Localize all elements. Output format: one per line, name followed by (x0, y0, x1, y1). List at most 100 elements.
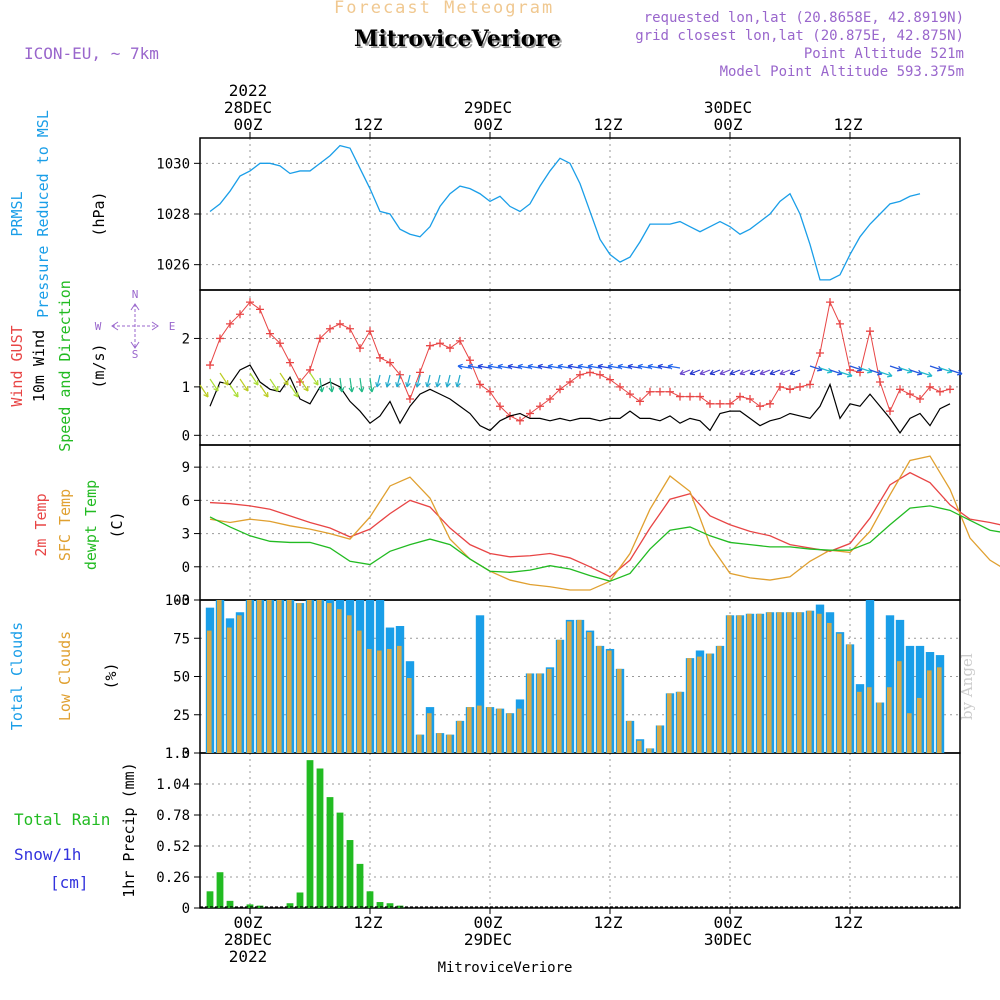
wind-arrow (517, 365, 531, 369)
wind-arrow-head (358, 387, 365, 393)
low-cloud-bar (287, 600, 292, 753)
wind-arrow-head (328, 387, 335, 393)
wind-arrow-head (587, 363, 593, 370)
wind-arrow (359, 377, 363, 393)
low-cloud-bar (837, 633, 842, 753)
wind-arrow-head (617, 363, 623, 370)
wind-arrow-head (779, 369, 786, 376)
low-cloud-bar (447, 734, 452, 753)
low-cloud-bar (497, 708, 502, 753)
low-cloud-bar (227, 627, 232, 753)
compass-arrowheads (111, 303, 159, 349)
gust-marker (276, 339, 284, 348)
rain-bar (366, 891, 374, 908)
y-tick-label: 1028 (156, 207, 190, 223)
gust-marker (406, 394, 414, 403)
y-tick-label: 9 (182, 460, 190, 476)
low-cloud-bar (437, 733, 442, 753)
wind-arrow (617, 365, 631, 369)
y-tick-label: 0 (182, 428, 190, 444)
y-tick-label: 100 (165, 593, 190, 609)
wind-arrow (909, 369, 923, 375)
rain-bar (346, 840, 354, 908)
low-cloud-bar (647, 748, 652, 753)
low-cloud-bar (607, 650, 612, 753)
closest-coords: grid closest lon,lat (20.875E, 42.875N) (635, 28, 964, 44)
wind-arrow-head (926, 371, 933, 378)
pressure-axis-label: Pressure Reduced to MSL (34, 110, 52, 318)
wind-arrow (329, 377, 333, 393)
wind-arrow (426, 374, 431, 388)
wind-arrow (949, 369, 963, 375)
rain-bar (356, 863, 364, 908)
wind-arrow (547, 365, 561, 369)
pressure-axis-label: (hPa) (90, 191, 108, 236)
rain-bar (296, 892, 304, 908)
wind-speed-line (209, 364, 951, 434)
gust-marker (426, 341, 434, 350)
low-cloud-bar (577, 619, 582, 753)
wind-arrow (889, 365, 903, 371)
gust-marker (736, 392, 744, 401)
rain-bar (336, 812, 344, 908)
low-cloud-bar (367, 648, 372, 753)
wind-arrow-head (445, 382, 451, 388)
low-cloud-bar (427, 713, 432, 753)
wind-arrow (647, 365, 661, 369)
wind-arrow (199, 384, 209, 398)
y-tick-label: 1030 (156, 156, 190, 172)
wind-arrow-head (577, 363, 583, 370)
top-time-label: 00Z (714, 115, 743, 134)
gust-marker (876, 378, 884, 387)
low-cloud-bar (877, 702, 882, 753)
wind-arrow (719, 369, 731, 375)
wind-arrow-head (455, 382, 461, 388)
wind-arrow-head (368, 387, 375, 393)
wind-arrow-head (425, 382, 431, 388)
wind-arrow (406, 374, 411, 388)
wind-arrow (769, 369, 781, 375)
gust-marker (616, 382, 624, 391)
gust-marker (896, 385, 904, 394)
low-cloud-bar (777, 612, 782, 753)
low-cloud-bar (267, 600, 272, 753)
gust-marker (886, 407, 894, 416)
wind-arrow (809, 365, 823, 371)
gust-marker (786, 385, 794, 394)
temp-axis-label: SFC Temp (56, 489, 74, 561)
wind-arrow-head (253, 379, 259, 386)
wind-arrow-head (497, 363, 503, 370)
wind-arrow-head (886, 371, 893, 378)
wind-arrow (689, 369, 701, 375)
rain-bar (206, 891, 214, 908)
wind-arrow (939, 367, 953, 373)
low-cloud-bar (537, 673, 542, 753)
gust-marker (376, 353, 384, 362)
rain-bar (226, 900, 234, 908)
clouds-axis-label: Total Clouds (8, 622, 26, 730)
footer-station: MitroviceVeriore (438, 960, 573, 976)
wind-arrow (667, 365, 681, 369)
wind-arrow-head (956, 369, 963, 376)
wind-arrow-head (667, 363, 673, 370)
y-tick-label: 2 (182, 331, 190, 347)
gust-marker (866, 327, 874, 336)
gust-marker (346, 324, 354, 333)
low-cloud-bar (917, 697, 922, 753)
bottom-time-label: 12Z (594, 913, 623, 932)
low-cloud-bar (407, 678, 412, 753)
wind-arrow-head (789, 369, 796, 376)
low-cloud-bar (907, 713, 912, 753)
wind-arrow (869, 369, 883, 375)
low-cloud-bar (207, 630, 212, 753)
wind-arrow-head (223, 379, 229, 386)
wind-arrow (386, 374, 391, 388)
wind-arrow-head (537, 363, 543, 370)
total-cloud-bar (885, 615, 895, 753)
y-tick-label: 0 (182, 901, 190, 917)
low-cloud-bar (387, 648, 392, 753)
y-tick-label: 1026 (156, 258, 190, 274)
low-cloud-bar (477, 705, 482, 753)
low-cloud-bar (867, 687, 872, 753)
